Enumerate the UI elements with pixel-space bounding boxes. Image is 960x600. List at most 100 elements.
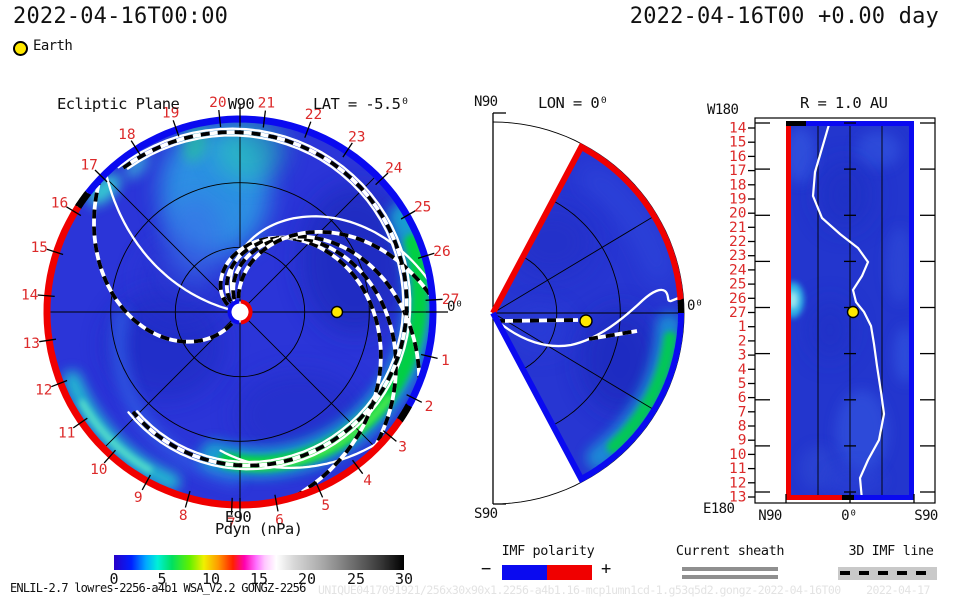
row-tick-label: 9 <box>738 433 747 449</box>
zero-deg-label-meridional: 0⁰ <box>687 298 703 314</box>
day-tick-label: 15 <box>31 240 48 256</box>
day-tick <box>218 110 222 128</box>
colorbar-tick: 20 <box>297 570 317 588</box>
row-tick-label: 14 <box>729 121 747 137</box>
imf-plus-label: + <box>601 559 612 579</box>
day-tick <box>141 474 151 491</box>
day-tick-label: 23 <box>348 129 365 145</box>
grid-radial <box>493 214 657 314</box>
day-tick-label: 17 <box>80 157 97 173</box>
day-tick <box>230 497 233 515</box>
colorbar-title: Pdyn (nPa) <box>215 520 303 538</box>
day-tick <box>51 379 68 388</box>
model-info: ENLIL-2.7 lowres-2256-a4b1 WSA_V2.2 GONG… <box>10 581 306 595</box>
imf-positive-swatch <box>547 565 592 580</box>
rim-boundary <box>74 190 92 210</box>
imf-line-group <box>495 318 638 341</box>
day-tick-label: 7 <box>227 516 236 532</box>
imf-polarity-legend-title: IMF polarity <box>501 543 595 559</box>
row-tick-label: 5 <box>738 376 747 392</box>
current-sheet-line <box>104 172 229 311</box>
earth-legend-icon <box>13 41 28 56</box>
map-x-label-zero: 0⁰ <box>841 508 857 524</box>
w90-label: W90 <box>227 95 255 113</box>
day-tick <box>262 110 267 128</box>
solar-wind-wash <box>165 195 225 285</box>
day-tick-label: 26 <box>433 244 450 260</box>
row-tick-label: 16 <box>729 149 746 165</box>
day-tick <box>375 172 389 186</box>
row-tick-label: 15 <box>729 135 746 151</box>
current-sheath-legend-line <box>682 575 778 579</box>
row-tick-label: 26 <box>729 291 746 307</box>
row-tick-label: 3 <box>738 348 747 364</box>
earth-legend-label: Earth <box>33 38 73 54</box>
day-tick-label: 24 <box>385 161 403 177</box>
day-tick <box>39 338 57 343</box>
timestamp-left: 2022-04-16T00:00 <box>13 4 229 29</box>
day-tick-label: 6 <box>275 512 284 528</box>
day-tick <box>172 120 180 137</box>
row-tick-label: 11 <box>729 461 746 477</box>
row-tick-label: 23 <box>729 248 746 264</box>
day-tick <box>406 394 423 403</box>
map-panel-title: R = 1.0 AU <box>800 94 888 112</box>
colorbar <box>114 555 404 570</box>
e90-label: E90 <box>224 508 252 526</box>
zero-deg-label-ecliptic: 0⁰ <box>447 299 463 315</box>
day-tick-label: 11 <box>58 425 75 441</box>
rim-boundary <box>397 403 412 423</box>
row-tick-label: 24 <box>729 262 747 278</box>
row-tick-label: 19 <box>729 192 746 208</box>
day-tick <box>400 209 417 220</box>
day-tick-label: 13 <box>23 336 40 352</box>
day-tick <box>37 294 55 298</box>
day-tick-label: 18 <box>118 127 135 143</box>
day-tick-label: 16 <box>51 196 68 212</box>
map-x-label-s90: S90 <box>914 508 938 524</box>
row-tick-label: 25 <box>729 277 746 293</box>
row-tick-label: 7 <box>738 404 747 420</box>
row-tick-label: 4 <box>738 362 747 378</box>
earth-marker-map <box>846 305 860 319</box>
day-tick-label: 1 <box>441 353 450 369</box>
meridional-wedge-panel <box>490 112 685 505</box>
row-tick-label: 22 <box>729 234 746 250</box>
day-tick <box>274 494 279 512</box>
day-tick-label: 12 <box>35 383 52 399</box>
row-tick-label: 8 <box>738 419 747 435</box>
imf-minus-label: − <box>481 559 492 579</box>
imf-negative-swatch <box>502 565 547 580</box>
timestamp-right: 2022-04-16T00 +0.00 day <box>629 4 939 29</box>
colorbar-tick: 5 <box>157 570 167 588</box>
dark-region <box>510 206 594 278</box>
radial-map-panel: 1415161718192021222324252627123456789101… <box>729 117 936 506</box>
map-frame <box>754 117 936 504</box>
day-tick <box>46 248 64 256</box>
row-tick-label: 6 <box>738 390 747 406</box>
day-tick-label: 3 <box>398 440 407 456</box>
day-tick-label: 27 <box>442 292 459 308</box>
day-tick <box>66 206 82 217</box>
day-tick-label: 14 <box>21 287 39 303</box>
light-region <box>886 227 914 303</box>
colorbar-tick: 30 <box>394 570 414 588</box>
solar-wind-stream-core <box>606 331 677 454</box>
current-sheath-legend-title: Current sheath <box>675 543 785 559</box>
day-tick-label: 19 <box>162 106 179 122</box>
day-tick <box>103 449 116 464</box>
light-region <box>825 464 885 496</box>
imf-line-group <box>92 130 433 505</box>
map-x-label-n90: N90 <box>758 508 782 524</box>
row-tick-label: 10 <box>729 447 746 463</box>
colorbar-tick: 25 <box>346 570 366 588</box>
rim-negative-polarity <box>85 115 437 411</box>
light-region <box>856 132 900 168</box>
wedge-edge-positive <box>490 142 586 315</box>
day-tick <box>420 353 438 360</box>
day-tick-label: 10 <box>90 462 107 478</box>
rim-positive-polarity <box>43 205 403 509</box>
